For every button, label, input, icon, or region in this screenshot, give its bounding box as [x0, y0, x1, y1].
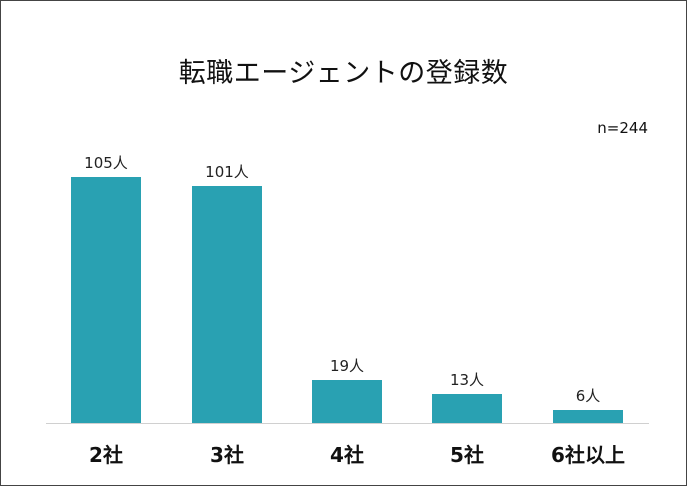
x-tick-label: 4社 — [330, 443, 364, 467]
bar-value-label: 101人 — [205, 163, 249, 181]
sample-size-label: n=244 — [597, 119, 648, 137]
x-axis-line — [46, 423, 649, 424]
bar-2-companies — [71, 177, 141, 423]
bar-value-label: 6人 — [575, 387, 601, 405]
x-tick-label: 3社 — [210, 443, 244, 467]
bar-3-companies — [192, 186, 262, 423]
bar-5-companies — [432, 394, 502, 423]
bar-value-label: 105人 — [84, 154, 128, 172]
bar-6-plus-companies — [553, 410, 623, 423]
bar-value-label: 13人 — [449, 371, 485, 389]
x-tick-label: 2社 — [89, 443, 123, 467]
bar-value-label: 19人 — [329, 357, 365, 375]
x-tick-label: 5社 — [450, 443, 484, 467]
bar-4-companies — [312, 380, 382, 423]
chart-title: 転職エージェントの登録数 — [178, 58, 509, 89]
x-tick-label: 6社以上 — [551, 443, 625, 467]
